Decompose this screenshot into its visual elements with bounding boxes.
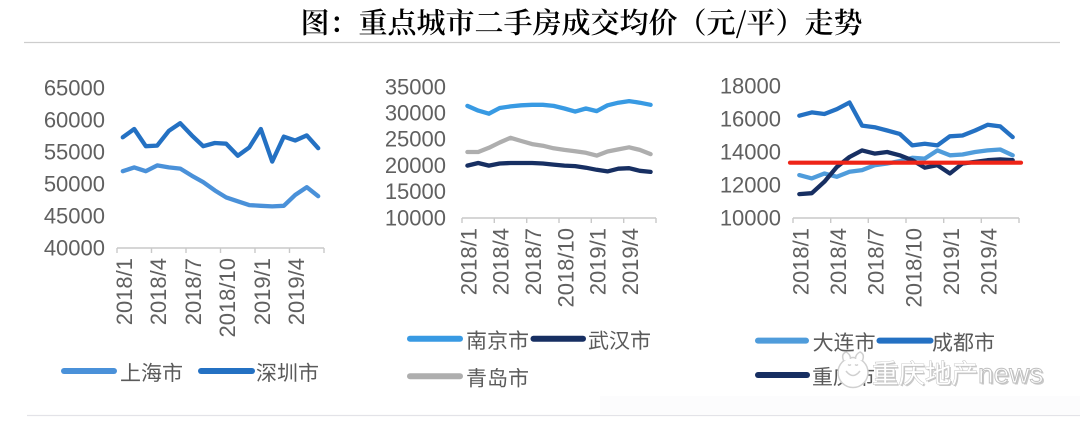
svg-text:30000: 30000	[385, 101, 446, 126]
svg-text:20000: 20000	[385, 153, 446, 178]
svg-text:2018/4: 2018/4	[146, 258, 171, 325]
svg-text:2019/1: 2019/1	[586, 228, 611, 295]
svg-text:25000: 25000	[385, 127, 446, 152]
svg-text:2018/1: 2018/1	[456, 228, 481, 295]
svg-text:10000: 10000	[385, 205, 446, 230]
svg-text:65000: 65000	[44, 75, 105, 100]
svg-text:news: news	[978, 358, 1043, 389]
svg-text:2018/4: 2018/4	[826, 228, 851, 295]
svg-text:2018/10: 2018/10	[553, 228, 578, 308]
svg-text:18000: 18000	[720, 73, 781, 98]
svg-text:2018/10: 2018/10	[901, 228, 926, 308]
svg-text:15000: 15000	[385, 179, 446, 204]
svg-text:40000: 40000	[44, 235, 105, 260]
svg-text:2018/4: 2018/4	[489, 228, 514, 295]
svg-text:14000: 14000	[720, 139, 781, 164]
svg-text:2019/1: 2019/1	[250, 258, 275, 325]
svg-text:12000: 12000	[720, 172, 781, 197]
svg-text:2019/4: 2019/4	[618, 228, 643, 295]
svg-text:10000: 10000	[720, 205, 781, 230]
svg-text:35000: 35000	[385, 74, 446, 99]
svg-text:50000: 50000	[44, 171, 105, 196]
svg-text:2019/4: 2019/4	[284, 258, 309, 325]
svg-text:2018/7: 2018/7	[864, 228, 889, 295]
svg-text:45000: 45000	[44, 203, 105, 228]
svg-text:2018/1: 2018/1	[112, 258, 137, 325]
svg-text:2018/1: 2018/1	[788, 228, 813, 295]
svg-text:16000: 16000	[720, 106, 781, 131]
svg-text:2018/7: 2018/7	[521, 228, 546, 295]
svg-text:2019/4: 2019/4	[977, 228, 1002, 295]
svg-text:60000: 60000	[44, 107, 105, 132]
svg-text:55000: 55000	[44, 139, 105, 164]
svg-text:news: news	[980, 360, 1045, 391]
svg-text:2019/1: 2019/1	[939, 228, 964, 295]
svg-text:2018/7: 2018/7	[181, 258, 206, 325]
svg-text:2018/10: 2018/10	[215, 258, 240, 338]
